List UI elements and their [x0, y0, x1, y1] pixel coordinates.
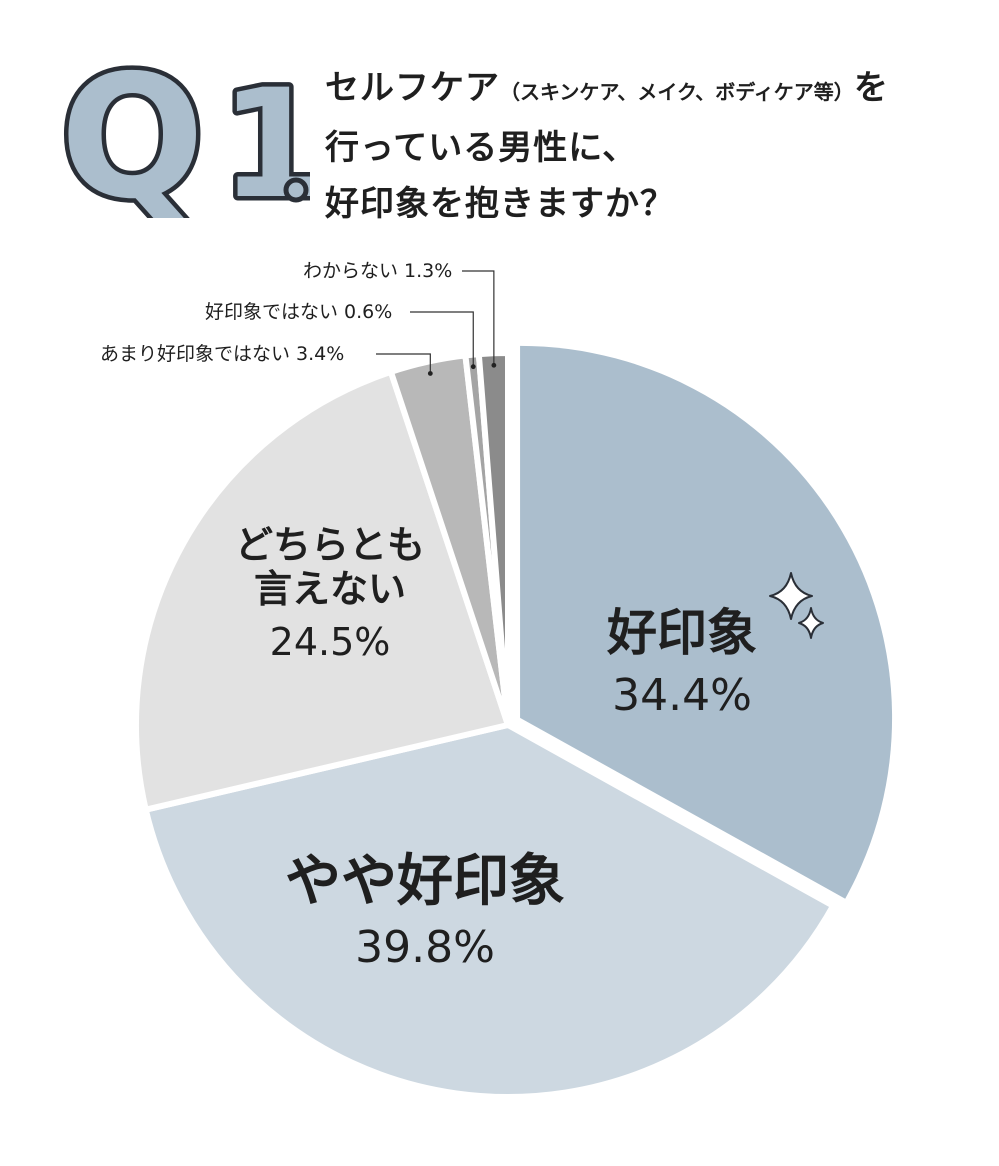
- callout-dewanai-label: 好印象ではない: [205, 301, 338, 323]
- leader-dot-6: [491, 362, 497, 368]
- label-dochiratomo-line1: どちらとも: [235, 523, 425, 567]
- q1-badge: Q 1: [60, 48, 310, 218]
- value-koinsho: 34.4%: [612, 670, 752, 721]
- badge-q-letter: Q: [60, 48, 205, 218]
- pie-slice-1: [520, 345, 893, 899]
- callout-amari-label: あまり好印象ではない: [100, 343, 290, 365]
- label-koinsho: 好印象: [606, 604, 757, 662]
- pie-slice-2: [142, 722, 837, 1100]
- label-yaya-koinsho: やや好印象: [285, 849, 565, 914]
- pie-chart: 好印象 34.4% やや好印象 39.8% どちらとも 言えない 24.5% あ…: [100, 260, 893, 1100]
- badge-number: 1: [220, 58, 310, 218]
- callout-wakaranai-value: 1.3%: [404, 260, 452, 282]
- leader-dot-4: [427, 371, 433, 376]
- leader-dot-5: [470, 364, 476, 370]
- sparkle-large-icon: [769, 572, 813, 620]
- callout-dewanai-value: 0.6%: [344, 301, 392, 323]
- leader-line-5: [410, 311, 474, 367]
- leader-line-6: [462, 270, 495, 366]
- question-line-2: 行っている男性に、: [325, 128, 638, 168]
- pie-slices: [133, 345, 893, 1100]
- value-yaya-koinsho: 39.8%: [355, 922, 495, 973]
- label-dochiratomo-line2: 言えない: [254, 567, 406, 611]
- question-text: セルフケア（スキンケア、メイク、ボディケア等）を 行っている男性に、 好印象を抱…: [325, 60, 975, 232]
- pie-slice-3: [133, 368, 511, 813]
- callout-amari-value: 3.4%: [296, 343, 344, 365]
- question-line-3: 好印象を抱きますか？: [325, 184, 675, 224]
- question-line-1: セルフケア（スキンケア、メイク、ボディケア等）を: [325, 68, 889, 108]
- sparkle-small-icon: [798, 607, 824, 639]
- callout-wakaranai-label: わからない: [303, 260, 398, 282]
- leader-lines: [376, 270, 497, 376]
- leader-line-4: [376, 353, 431, 374]
- value-dochiratomo: 24.5%: [270, 620, 391, 664]
- badge-dot: [283, 177, 309, 203]
- header: Q 1 セルフケア（スキンケア、メイク、ボディケア等）を 行っている男性に、 好…: [0, 0, 999, 230]
